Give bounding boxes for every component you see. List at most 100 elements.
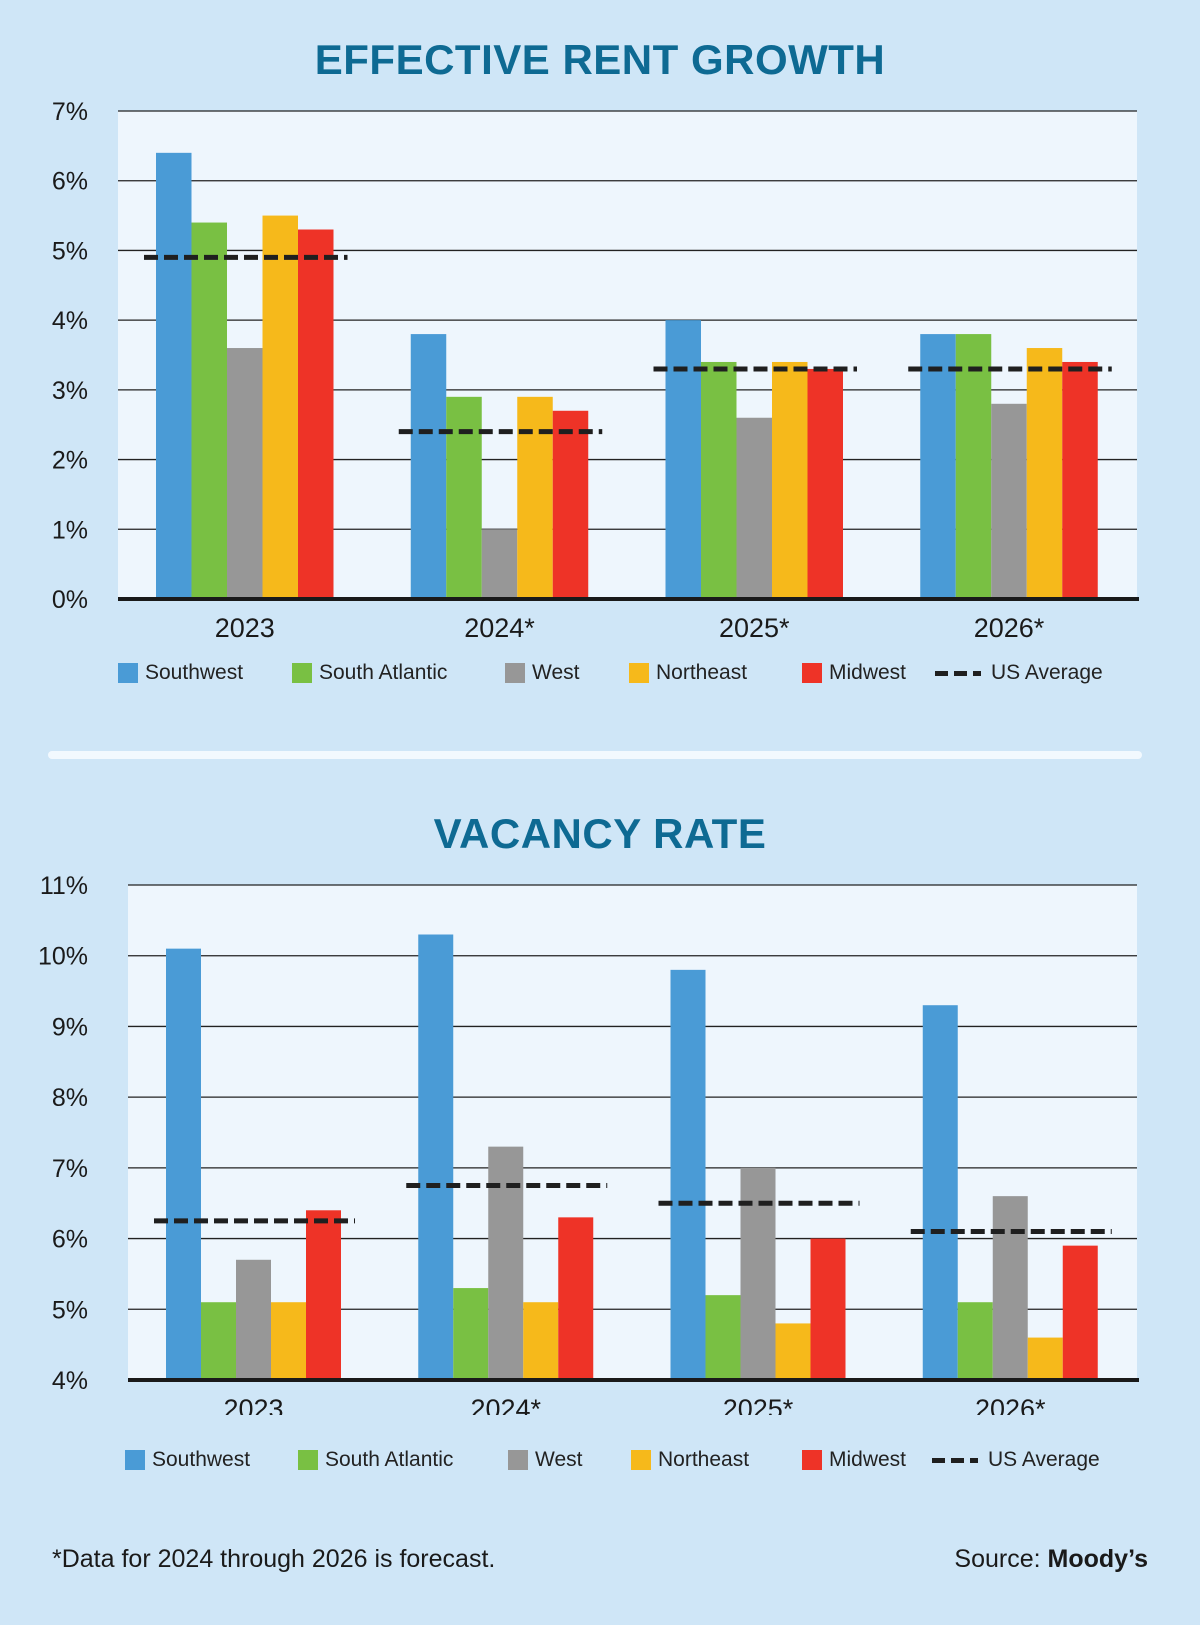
- bar-south-atlantic-2023: [201, 1302, 236, 1380]
- bar-northeast-2023: [271, 1302, 306, 1380]
- x-tick-label: 2025*: [719, 613, 790, 640]
- bar-south-atlantic-2026: [955, 334, 992, 599]
- legend-label: West: [532, 661, 580, 684]
- bar-west-2023: [236, 1259, 271, 1380]
- bar-southwest-2026: [920, 334, 956, 599]
- bar-west-2025: [740, 1167, 776, 1380]
- bar-west-2026: [992, 1196, 1028, 1380]
- y-tick-label: 5%: [52, 237, 88, 265]
- legend-label: Southwest: [152, 1448, 251, 1471]
- x-tick-label: 2025*: [723, 1394, 794, 1415]
- y-tick-label: 7%: [52, 1155, 88, 1183]
- rent-growth-legend: Southwest South Atlantic West Northeast Midw…: [0, 658, 1200, 688]
- bar-south-atlantic-2025: [701, 361, 737, 599]
- bar-northeast-2024: [523, 1302, 559, 1380]
- bar-south-atlantic-2024: [453, 1288, 489, 1380]
- legend-label: West: [535, 1448, 583, 1471]
- legend-swatch: [631, 1450, 651, 1470]
- bar-midwest-2025: [807, 368, 843, 599]
- bar-west-2024: [481, 529, 518, 599]
- source-name: Moody’s: [1047, 1545, 1148, 1573]
- legend-swatch: [802, 1450, 822, 1470]
- y-tick-label: 7%: [52, 98, 88, 126]
- bar-midwest-2026: [1062, 361, 1098, 599]
- legend-label: US Average: [988, 1448, 1100, 1471]
- legend-swatch: [508, 1450, 528, 1470]
- bar-west-2023: [227, 348, 263, 599]
- legend-swatch: [298, 1450, 318, 1470]
- y-tick-label: 8%: [52, 1084, 88, 1112]
- rent-growth-chart: 0% 1% 2% 3% 4% 5% 6% 7% 2023 2024* 2025* 2026*: [52, 98, 1139, 640]
- legend-item-midwest: Midwest: [802, 661, 906, 685]
- legend-label: Midwest: [829, 661, 907, 684]
- y-tick-label: 1%: [52, 516, 88, 544]
- legend-swatch: [292, 663, 312, 683]
- y-tick-label: 10%: [38, 943, 88, 971]
- x-tick-label: 2026*: [974, 613, 1045, 640]
- bar-midwest-2026: [1062, 1245, 1098, 1380]
- y-tick-label: 6%: [52, 1226, 88, 1254]
- legend-item-northeast: Northeast: [629, 661, 747, 685]
- x-tick-label: 2023: [223, 1394, 283, 1415]
- bar-southwest-2025: [670, 969, 706, 1380]
- rent-growth-title: EFFECTIVE RENT GROWTH: [314, 36, 886, 83]
- x-tick-label: 2026*: [975, 1394, 1046, 1415]
- bar-northeast-2025: [775, 1323, 811, 1380]
- legend-item-southwest: Southwest: [125, 1448, 250, 1472]
- bar-northeast-2025: [772, 361, 808, 599]
- legend-label: Northeast: [658, 1448, 750, 1471]
- legend-item-south-atlantic: South Atlantic: [292, 661, 447, 685]
- y-tick-label: 2%: [52, 447, 88, 475]
- legend-label: Southwest: [145, 661, 244, 684]
- bar-south-atlantic-2025: [705, 1295, 741, 1380]
- bar-west-2024: [488, 1146, 524, 1380]
- forecast-footnote: *Data for 2024 through 2026 is forecast.: [52, 1545, 496, 1573]
- bar-southwest-2024: [410, 334, 447, 599]
- x-tick-label: 2023: [215, 613, 275, 640]
- y-tick-label: 9%: [52, 1013, 88, 1041]
- bar-northeast-2024: [517, 396, 553, 599]
- x-tick-label: 2024*: [470, 1394, 541, 1415]
- legend-swatch: [118, 663, 138, 683]
- x-tick-label: 2024*: [464, 613, 535, 640]
- section-divider: [48, 751, 1142, 759]
- y-tick-label: 0%: [52, 586, 88, 614]
- bar-northeast-2026: [1027, 1337, 1063, 1380]
- bar-west-2025: [736, 417, 772, 599]
- source-prefix: Source:: [954, 1545, 1048, 1573]
- bar-northeast-2023: [262, 215, 298, 600]
- source-credit: Source: Moody’s: [954, 1545, 1148, 1574]
- bar-midwest-2025: [810, 1238, 846, 1380]
- y-tick-label: 11%: [40, 872, 88, 900]
- legend-label: South Atlantic: [325, 1448, 454, 1471]
- bar-south-atlantic-2024: [446, 396, 482, 599]
- legend-swatch: [802, 663, 822, 683]
- legend-item-south-atlantic: South Atlantic: [298, 1448, 453, 1472]
- y-tick-label: 6%: [52, 168, 88, 196]
- y-tick-label: 5%: [52, 1296, 88, 1324]
- plot-area: [128, 885, 1137, 1380]
- legend-swatch: [629, 663, 649, 683]
- legend-item-northeast: Northeast: [631, 1448, 749, 1472]
- bar-midwest-2024: [552, 410, 589, 599]
- y-tick-label: 3%: [52, 377, 88, 405]
- bar-midwest-2023: [298, 229, 334, 599]
- bar-midwest-2023: [306, 1210, 341, 1380]
- bar-midwest-2024: [558, 1217, 594, 1380]
- legend-swatch: [125, 1450, 145, 1470]
- bar-northeast-2026: [1026, 348, 1063, 599]
- legend-item-midwest: Midwest: [802, 1448, 906, 1472]
- vacancy-rate-chart: 4% 5% 6% 7% 8% 9% 10% 11% 2023 2024* 2025* 2026*: [38, 872, 1139, 1415]
- bar-south-atlantic-2026: [957, 1302, 993, 1380]
- bar-southwest-2025: [665, 320, 701, 599]
- vacancy-rate-title: VACANCY RATE: [433, 810, 767, 857]
- bar-south-atlantic-2023: [191, 222, 227, 600]
- legend-dash-swatch: [932, 1457, 978, 1463]
- bar-southwest-2023: [166, 948, 201, 1380]
- legend-dash-swatch: [935, 670, 981, 676]
- y-tick-label: 4%: [52, 307, 88, 335]
- legend-item-west: West: [508, 1448, 582, 1472]
- legend-item-southwest: Southwest: [118, 661, 243, 685]
- legend-label: Midwest: [829, 1448, 907, 1471]
- legend-label: US Average: [991, 661, 1103, 684]
